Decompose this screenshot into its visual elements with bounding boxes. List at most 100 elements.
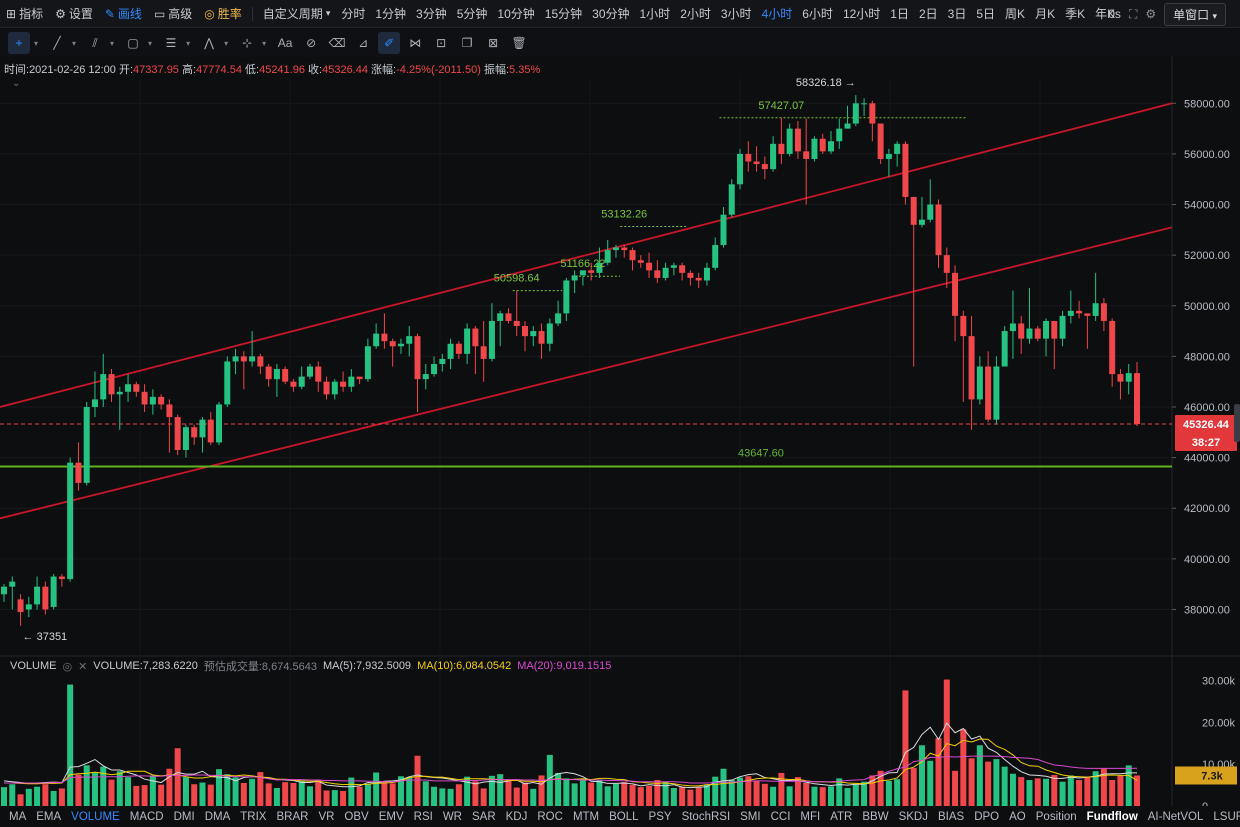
period-tab[interactable]: 3分钟 (416, 7, 447, 21)
indicator-tab[interactable]: WR (442, 810, 462, 823)
topbar-pen-button[interactable]: ✎ 画线 (99, 0, 148, 28)
indicator-tab[interactable]: BRAR (276, 810, 309, 823)
indicator-tab[interactable]: SMI (740, 810, 761, 823)
period-tab[interactable]: 1分钟 (375, 7, 407, 21)
indicator-tab[interactable]: MACD (129, 810, 164, 823)
custom-period-dropdown[interactable]: 自定义周期 ▾ (257, 0, 337, 28)
chevron-down-icon[interactable]: ▾ (72, 38, 77, 48)
indicator-tab[interactable]: BBW (862, 810, 889, 823)
chart-canvas[interactable]: 38000.00 40000.00 42000.00 44000.00 46000.00… (0, 0, 1240, 806)
period-tab[interactable]: 5分钟 (456, 7, 488, 21)
indicator-tab[interactable]: MTM (572, 810, 600, 823)
indicator-tab[interactable]: DMI (173, 810, 195, 823)
period-tab[interactable]: 2小时 (680, 7, 711, 21)
copy-icon[interactable]: ❐ (461, 36, 473, 50)
screenshot-icon[interactable]: ⊠ (488, 36, 499, 50)
crosshair-icon[interactable]: + (8, 32, 30, 54)
chevron-down-icon[interactable]: ▾ (262, 38, 267, 48)
wave-icon[interactable]: ⋀ (204, 36, 214, 50)
indicator-tab[interactable]: DMA (204, 810, 231, 823)
period-tab[interactable]: 季K (1065, 7, 1086, 21)
period-tab[interactable]: 4小时 (761, 7, 793, 21)
indicator-tab[interactable]: EMV (378, 810, 404, 823)
period-tab[interactable]: 周K (1005, 7, 1026, 21)
delete-icon[interactable]: 🗑 (511, 36, 527, 50)
candle-body (356, 376, 363, 380)
period-tab[interactable]: 月K (1035, 7, 1056, 21)
chevron-down-icon[interactable]: ▾ (224, 38, 229, 48)
indicator-tab[interactable]: Fundflow (1086, 810, 1138, 823)
topbar-window-button[interactable]: ▭ 高级 (148, 0, 198, 28)
indicator-tab[interactable]: SAR (471, 810, 496, 823)
indicator-tab[interactable]: StochRSI (681, 810, 731, 823)
period-tab[interactable]: 2日 (918, 7, 938, 21)
volume-bar (976, 745, 983, 806)
period-tab[interactable]: 分时 (341, 7, 366, 21)
candle-body (885, 153, 892, 159)
period-tab[interactable]: 6小时 (802, 7, 833, 21)
chevron-down-icon[interactable]: ▾ (148, 38, 153, 48)
indicator-tab[interactable]: AO (1009, 810, 1026, 823)
indicator-tab[interactable]: LSUR (1213, 810, 1240, 823)
indicator-tab[interactable]: PSY (648, 810, 672, 823)
indicator-tab[interactable]: BOLL (609, 810, 639, 823)
rectangle-icon[interactable]: ▢ (127, 36, 139, 50)
magnet-icon[interactable]: ⊘ (306, 36, 317, 50)
lock-icon[interactable]: ⊡ (436, 36, 447, 50)
volume-title: VOLUME (10, 660, 57, 672)
indicator-tab[interactable]: KDJ (505, 810, 528, 823)
indicator-tab[interactable]: EMA (36, 810, 62, 823)
period-tab[interactable]: 5日 (976, 7, 996, 21)
period-tab[interactable]: 15分钟 (544, 7, 583, 21)
indicator-tab[interactable]: MFI (800, 810, 821, 823)
chevron-down-icon[interactable]: ▾ (110, 38, 115, 48)
chevron-down-icon[interactable]: ▾ (34, 38, 39, 48)
indicator-tab[interactable]: CCI (770, 810, 791, 823)
price-annotation: 58326.18 → (796, 77, 856, 89)
measure-icon[interactable]: ⊹ (242, 36, 253, 50)
period-tab[interactable]: 10分钟 (497, 7, 535, 21)
indicator-tab[interactable]: VR (318, 810, 335, 823)
period-tab[interactable]: 12小时 (842, 7, 881, 21)
volume-bar (778, 772, 785, 806)
window-mode-select[interactable]: 单窗口 ▾ (1164, 2, 1226, 26)
volume-settings-icon[interactable]: ◎ (62, 660, 73, 673)
indicator-tab[interactable]: ATR (830, 810, 853, 823)
fibonacci-icon[interactable]: ☰ (165, 36, 177, 50)
period-tab[interactable]: 3日 (947, 7, 967, 21)
topbar-indicator-button[interactable]: ⊞ 指标 (0, 0, 49, 28)
topbar-gear-button[interactable]: ⚙ 设置 (49, 0, 99, 28)
topbar-target-button[interactable]: ◎ 胜率 (198, 0, 248, 28)
ruler-icon[interactable]: ⊿ (358, 36, 369, 50)
volume-bar (786, 786, 793, 806)
collapse-chevron-icon[interactable]: ⌄ (12, 78, 21, 89)
indicator-tab[interactable]: SKDJ (898, 810, 928, 823)
period-tab[interactable]: 30分钟 (592, 7, 630, 21)
period-tab[interactable]: 1小时 (639, 7, 671, 21)
indicator-tab[interactable]: AI-NetVOL (1147, 810, 1204, 823)
eraser-icon[interactable]: ⌫ (328, 36, 346, 50)
visibility-icon[interactable]: ⋈ (409, 36, 422, 50)
indicator-tab[interactable]: Position (1035, 810, 1077, 823)
volume-close-icon[interactable]: ✕ (78, 660, 88, 673)
period-tab[interactable]: 1日 (890, 7, 909, 21)
indicator-tab[interactable]: TRIX (240, 810, 267, 823)
indicator-tab[interactable]: BIAS (937, 810, 965, 823)
period-tab[interactable]: 3小时 (720, 7, 752, 21)
trendline-icon[interactable]: ╱ (53, 36, 61, 50)
time-value: 2021-02-26 12:00 (29, 64, 116, 76)
indicator-tab[interactable]: MA (9, 810, 27, 823)
chevron-down-icon[interactable]: ▾ (186, 38, 191, 48)
draw-mode-icon[interactable]: ✐ (378, 32, 401, 54)
indicator-tab[interactable]: VOLUME (71, 810, 120, 823)
indicator-tab[interactable]: OBV (344, 810, 369, 823)
text-icon[interactable]: Aa (277, 36, 293, 50)
indicator-tab[interactable]: DPO (974, 810, 1000, 823)
fullscreen-icon[interactable]: ⛶ (1128, 6, 1138, 21)
settings-icon[interactable]: ⚙ (1145, 7, 1157, 21)
indicator-tab[interactable]: ROC (537, 810, 563, 823)
multi-line-icon[interactable]: ⫽ (92, 35, 98, 50)
axis-scroll-handle[interactable] (1234, 404, 1240, 442)
indicator-tab[interactable]: RSI (413, 810, 433, 823)
period-tab[interactable]: 年K (1095, 7, 1116, 21)
